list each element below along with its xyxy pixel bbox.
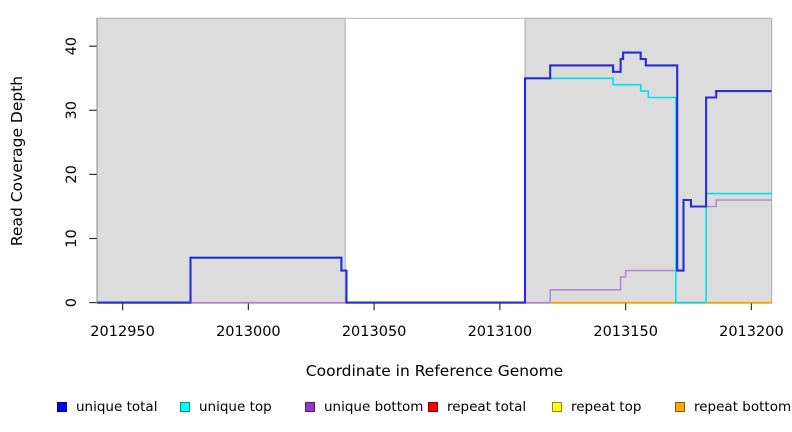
legend-swatch-unique-top <box>180 402 190 412</box>
x-tick-label: 2012950 <box>90 324 155 340</box>
legend-item-unique-top: unique top <box>180 398 272 416</box>
legend-label: repeat total <box>447 399 527 415</box>
legend-label: unique total <box>76 399 158 415</box>
y-tick-label: 0 <box>64 298 80 307</box>
x-tick-label: 2013100 <box>468 324 533 340</box>
legend-item-repeat-total: repeat total <box>428 398 526 416</box>
legend-label: unique bottom <box>324 399 424 415</box>
y-tick-label: 30 <box>64 101 80 119</box>
legend-item-repeat-top: repeat top <box>552 398 641 416</box>
x-tick-label: 2013000 <box>216 324 281 340</box>
legend: unique total unique top unique bottom repea… <box>0 398 792 420</box>
x-tick-label: 2013150 <box>593 324 658 340</box>
shaded-region <box>524 17 773 304</box>
legend-label: unique top <box>199 399 272 415</box>
series-unique-bottom <box>97 199 772 304</box>
y-tick-label: 20 <box>64 165 80 183</box>
legend-item-unique-total: unique total <box>57 398 157 416</box>
y-tick-label: 10 <box>64 229 80 247</box>
legend-swatch-repeat-bottom <box>675 402 685 412</box>
shaded-region <box>96 17 346 304</box>
x-axis-title: Coordinate in Reference Genome <box>305 362 564 380</box>
legend-item-repeat-bottom: repeat bottom <box>675 398 791 416</box>
legend-swatch-repeat-total <box>428 402 438 412</box>
legend-label: repeat top <box>571 399 642 415</box>
y-tick-label: 40 <box>64 37 80 55</box>
legend-swatch-unique-bottom <box>305 402 315 412</box>
legend-label: repeat bottom <box>694 399 792 415</box>
legend-swatch-repeat-top <box>552 402 562 412</box>
series-unique-total <box>97 51 772 304</box>
x-tick-label: 2013200 <box>719 324 784 340</box>
legend-swatch-unique-total <box>57 402 67 412</box>
legend-item-unique-bottom: unique bottom <box>305 398 423 416</box>
x-tick-label: 2013050 <box>342 324 407 340</box>
y-axis-title: Read Coverage Depth <box>8 75 26 247</box>
